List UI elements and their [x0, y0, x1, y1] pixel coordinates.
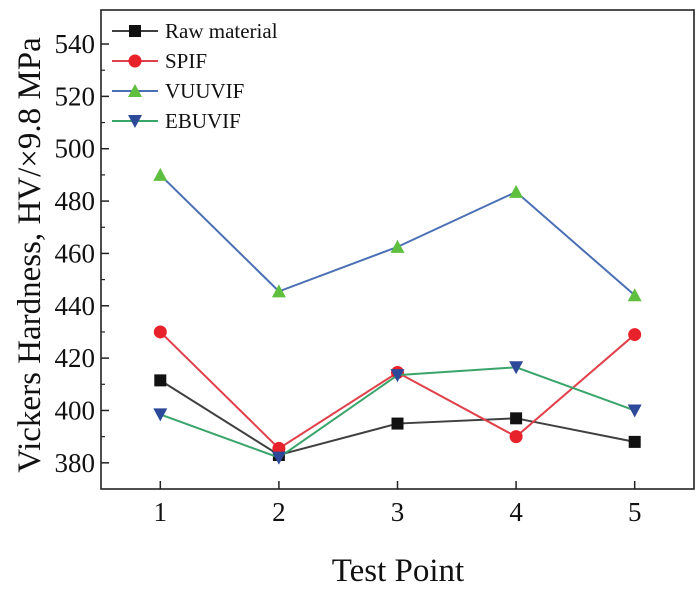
legend-label: Raw material — [165, 19, 278, 43]
y-tick-label: 380 — [55, 448, 96, 478]
y-tick-label: 440 — [55, 291, 96, 321]
y-axis-title: Vickers Hardness, HV/×9.8 MPa — [12, 37, 48, 473]
series-line-spif — [159, 331, 636, 450]
y-tick-label: 460 — [55, 238, 96, 268]
y-tick-label: 400 — [55, 395, 96, 425]
x-tick-label: 1 — [154, 497, 168, 527]
data-point-vuuvif — [627, 288, 642, 302]
series-raw-material — [154, 374, 641, 461]
legend-item-spif: SPIF — [112, 49, 207, 73]
data-point-ebuvif — [390, 369, 405, 383]
data-point-vuuvif — [271, 284, 286, 298]
legend-marker — [129, 25, 141, 37]
data-point-raw-material — [154, 374, 167, 387]
data-point-ebuvif — [153, 408, 168, 422]
legend-item-vuuvif: VUUVIF — [112, 79, 244, 103]
x-tick-label: 4 — [509, 497, 523, 527]
series-ebuvif — [153, 361, 642, 465]
legend-item-raw-material: Raw material — [112, 19, 278, 43]
series-vuuvif — [153, 167, 642, 302]
series-line-vuuvif — [159, 174, 636, 297]
data-point-raw-material — [391, 417, 404, 430]
y-tick-label: 480 — [55, 186, 96, 216]
legend-marker — [128, 84, 142, 97]
x-tick-label: 5 — [628, 497, 642, 527]
y-tick-label: 540 — [55, 29, 96, 59]
data-point-spif — [153, 325, 167, 339]
data-point-spif — [509, 430, 523, 444]
x-tick-label: 2 — [272, 497, 286, 527]
y-tick-label: 520 — [55, 81, 96, 111]
data-point-vuuvif — [390, 239, 405, 253]
legend-marker — [128, 115, 142, 128]
data-point-vuuvif — [153, 167, 168, 181]
y-tick-label: 500 — [55, 134, 96, 164]
y-tick-label: 420 — [55, 343, 96, 373]
legend-item-ebuvif: EBUVIF — [112, 109, 241, 133]
series-spif — [153, 325, 642, 455]
data-point-raw-material — [628, 435, 641, 448]
legend-label: VUUVIF — [165, 79, 244, 103]
data-point-ebuvif — [627, 404, 642, 418]
legend-marker — [128, 54, 142, 68]
data-point-spif — [628, 328, 642, 342]
legend-label: SPIF — [165, 49, 207, 73]
data-point-raw-material — [510, 412, 523, 425]
data-point-ebuvif — [271, 451, 286, 465]
x-tick-label: 3 — [391, 497, 405, 527]
data-point-ebuvif — [509, 361, 524, 375]
data-point-vuuvif — [509, 184, 524, 198]
x-axis-title: Test Point — [332, 553, 464, 589]
legend-label: EBUVIF — [165, 109, 241, 133]
